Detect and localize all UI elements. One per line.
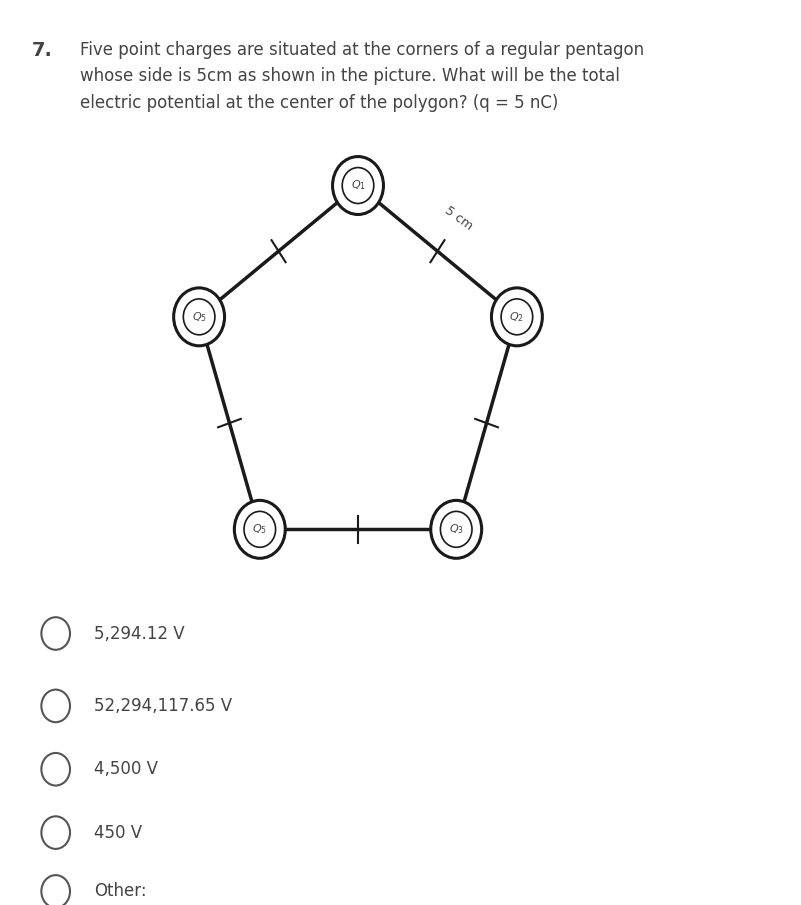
- Text: 5,294.12 V: 5,294.12 V: [94, 624, 184, 643]
- Text: Other:: Other:: [94, 882, 147, 900]
- Text: 4,500 V: 4,500 V: [94, 760, 158, 778]
- Circle shape: [441, 511, 472, 548]
- Circle shape: [332, 157, 384, 214]
- Circle shape: [501, 299, 533, 335]
- Circle shape: [174, 288, 224, 346]
- Text: 5 cm: 5 cm: [442, 204, 475, 233]
- Circle shape: [492, 288, 542, 346]
- Circle shape: [42, 753, 70, 786]
- Text: Five point charges are situated at the corners of a regular pentagon
whose side : Five point charges are situated at the c…: [79, 41, 644, 111]
- Circle shape: [244, 511, 276, 548]
- Text: 450 V: 450 V: [94, 824, 142, 842]
- Text: $Q_5$: $Q_5$: [191, 310, 207, 324]
- Text: $Q_3$: $Q_3$: [449, 522, 464, 537]
- Circle shape: [42, 690, 70, 722]
- Circle shape: [42, 617, 70, 650]
- Text: 7.: 7.: [32, 41, 53, 60]
- Circle shape: [183, 299, 215, 335]
- Circle shape: [235, 500, 285, 558]
- Circle shape: [42, 816, 70, 849]
- Text: 52,294,117.65 V: 52,294,117.65 V: [94, 697, 232, 715]
- Text: $Q_2$: $Q_2$: [509, 310, 525, 324]
- Circle shape: [342, 167, 374, 204]
- Text: $Q_1$: $Q_1$: [351, 178, 365, 193]
- Circle shape: [431, 500, 481, 558]
- Text: $Q_5$: $Q_5$: [252, 522, 268, 537]
- Circle shape: [42, 875, 70, 905]
